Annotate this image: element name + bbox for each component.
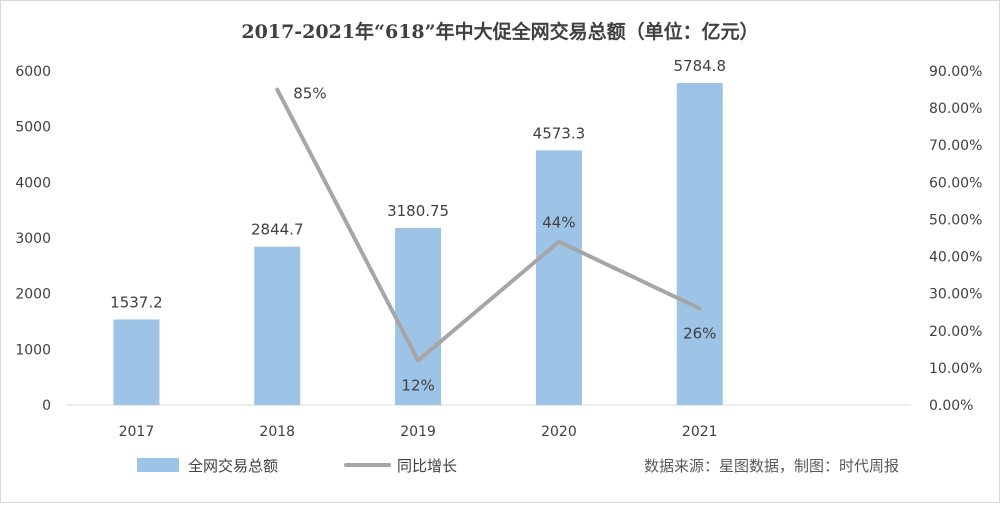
y-left-tick-label: 1000 (15, 342, 51, 358)
growth-value-label: 85% (293, 85, 326, 103)
y-left-tick-label: 0 (42, 398, 51, 414)
legend: 全网交易总额 同比增长 (137, 457, 457, 475)
y-left-tick-label: 2000 (15, 287, 51, 303)
y-right-tick-label: 90.00% (929, 64, 982, 80)
data-labels: 1537.2 2844.7 3180.75 4573.3 5784.8 85% 12% 44%… (110, 57, 726, 394)
y-right-tick-label: 60.00% (929, 175, 982, 191)
growth-line-path (275, 87, 702, 363)
x-tick-label: 2020 (541, 424, 577, 440)
y-right-tick-label: 50.00% (929, 212, 982, 228)
growth-line (275, 87, 702, 363)
bar (676, 82, 723, 406)
growth-value-label: 44% (542, 214, 575, 232)
bar-value-label: 2844.7 (251, 221, 304, 239)
bar-value-label: 1537.2 (110, 293, 163, 311)
y-right-tick-label: 70.00% (929, 138, 982, 154)
x-tick-label: 2019 (400, 424, 436, 440)
y-left-tick-label: 3000 (15, 231, 51, 247)
y-right-tick-label: 10.00% (929, 361, 982, 377)
chart-title: 2017-2021年“618”年中大促全网交易总额（单位：亿元） (241, 20, 758, 43)
bar (395, 227, 442, 405)
x-tick-label: 2017 (119, 424, 155, 440)
bar-value-label: 5784.8 (674, 57, 727, 75)
legend-label-line: 同比增长 (397, 457, 457, 475)
bar (535, 150, 582, 405)
bar (113, 319, 160, 405)
y-right-tick-label: 40.00% (929, 250, 982, 266)
bar-value-label: 3180.75 (387, 202, 449, 220)
x-tick-label: 2018 (259, 424, 295, 440)
y-right-tick-label: 20.00% (929, 324, 982, 340)
axes: 0 1000 2000 3000 4000 5000 6000 0.00% 10.00% 20.0… (15, 64, 982, 440)
y-left-tick-label: 4000 (15, 175, 51, 191)
x-tick-label: 2021 (682, 424, 718, 440)
legend-label-bar: 全网交易总额 (188, 457, 278, 475)
y-left-tick-label: 5000 (15, 120, 51, 136)
bar-value-label: 4573.3 (533, 124, 586, 142)
growth-value-label: 12% (401, 376, 434, 394)
bar (254, 246, 301, 405)
bars (113, 82, 723, 406)
y-right-tick-label: 80.00% (929, 101, 982, 117)
y-left-tick-label: 6000 (15, 64, 51, 80)
growth-value-label: 26% (683, 325, 716, 343)
y-right-tick-label: 0.00% (929, 398, 973, 414)
y-right-tick-label: 30.00% (929, 287, 982, 303)
legend-swatch-bar (137, 458, 179, 472)
source-note: 数据来源：星图数据，制图：时代周报 (644, 457, 899, 475)
